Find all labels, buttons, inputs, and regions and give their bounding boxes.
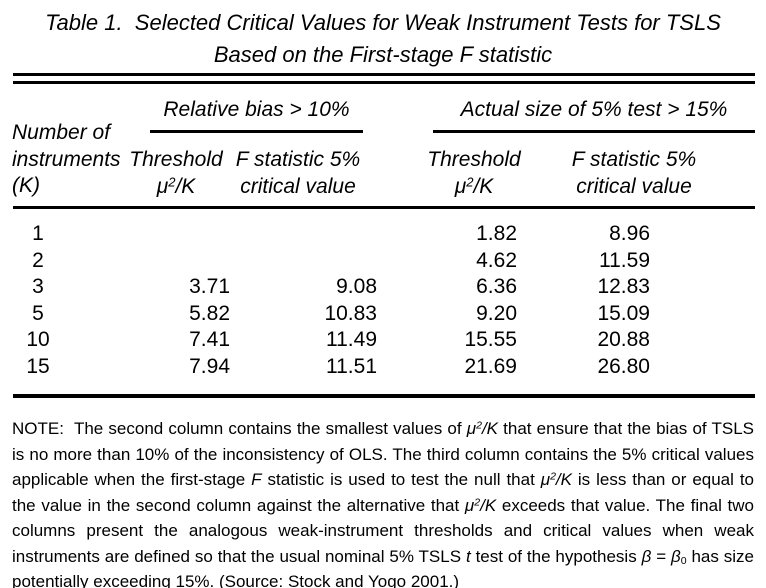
group-header-relative-bias: Relative bias > 10% (150, 97, 363, 133)
text-segment: 2 (476, 419, 482, 432)
cell-size-critical-value: 11.59 (599, 248, 650, 272)
text-segment: μ (464, 495, 475, 515)
table-body: 1 1.82 8.96 2 4.62 11.59 3 3.71 9.08 6.3… (0, 222, 766, 381)
text-segment: /K (481, 419, 498, 438)
text-segment: exceeds that value. The final two column… (12, 495, 754, 566)
cell-size-threshold: 15.55 (464, 328, 517, 351)
text-segment: μ (540, 470, 551, 489)
table-title-line1: Table 1. Selected Critical Values for We… (45, 10, 721, 35)
stub-header-number-of-instruments: Number of instruments (K) (12, 120, 142, 200)
cell-size-threshold: 4.62 (476, 248, 517, 272)
cell-bias-threshold: 7.94 (189, 354, 230, 378)
cell-k: 15 (26, 354, 50, 378)
text-segment: /K (480, 495, 497, 515)
cell-k: 2 (32, 248, 44, 272)
header-rule (13, 206, 755, 209)
text-segment: /K (555, 470, 572, 489)
text-segment: is less than or equal to the value in th… (12, 470, 755, 515)
text-segment: critical value (240, 174, 356, 198)
text-segment: F (251, 470, 262, 489)
text-segment: = (651, 546, 672, 566)
cell-bias-critical-value: 10.83 (324, 301, 377, 325)
bottom-rule (13, 394, 755, 398)
cell-size-threshold: 21.69 (464, 354, 517, 378)
group-header-actual-size: Actual size of 5% test > 15% (433, 97, 755, 133)
text-segment: β (671, 546, 681, 566)
text-segment: μ (156, 174, 169, 198)
text-segment: test of the hypothesis (470, 546, 642, 566)
text-segment: β (641, 546, 652, 566)
table-row: 2 4.62 11.59 (0, 249, 766, 276)
stub-header-line2: instruments (12, 147, 121, 171)
cell-size-critical-value: 20.88 (597, 328, 650, 351)
text-segment: that ensure that the bias of TSLS is no … (12, 419, 754, 489)
text-segment: statistic is used to test the null that (261, 470, 541, 489)
cell-size-critical-value: 26.80 (597, 354, 650, 378)
column-header-line1: F statistic 5% (235, 148, 361, 171)
cell-size-critical-value: 15.09 (597, 301, 650, 325)
cell-bias-threshold: 3.71 (189, 275, 230, 298)
text-segment: 0 (680, 554, 687, 567)
text-segment: μ (454, 174, 467, 198)
table-row: 10 7.41 11.49 15.55 20.88 (0, 328, 766, 355)
cell-bias-critical-value: 11.49 (326, 328, 377, 351)
cell-k: 10 (26, 328, 50, 351)
column-header-size-critical-value: F statistic 5% critical value (554, 147, 714, 200)
column-header-bias-threshold: Threshold μ2/K (106, 147, 246, 200)
column-header-line2: critical value (554, 174, 714, 201)
text-segment: critical value (576, 174, 692, 198)
stub-header-line3: (K) (12, 174, 40, 197)
cell-size-critical-value: 12.83 (597, 275, 650, 298)
column-header-bias-critical-value: F statistic 5% critical value (218, 147, 378, 200)
column-header-line2: μ2/K (106, 174, 246, 201)
text-segment: 2 (168, 174, 176, 189)
text-segment: t (465, 546, 471, 566)
table-row: 1 1.82 8.96 (0, 222, 766, 249)
table-title-line2: Based on the First-stage F statistic (213, 42, 553, 67)
column-header-line1: F statistic 5% (571, 148, 697, 171)
cell-bias-critical-value: 11.51 (326, 354, 377, 378)
stub-header-line1: Number of (12, 121, 111, 144)
text-segment: NOTE: The second column contains the sma… (12, 419, 467, 438)
column-header-line1: Threshold (129, 148, 223, 171)
cell-k: 3 (32, 275, 44, 298)
cell-bias-threshold: 7.41 (189, 328, 230, 351)
text-segment: /K (473, 174, 494, 198)
column-header-line2: μ2/K (404, 174, 544, 201)
cell-bias-critical-value: 9.08 (336, 275, 377, 298)
cell-size-critical-value: 8.96 (609, 222, 650, 245)
top-double-rule (13, 73, 755, 84)
text-segment: 2 (474, 496, 481, 509)
cell-k: 1 (32, 222, 44, 245)
cell-size-threshold: 6.36 (476, 275, 517, 298)
column-header-line1: Threshold (427, 148, 521, 171)
text-segment: μ (466, 419, 477, 438)
cell-bias-threshold: 5.82 (189, 301, 230, 325)
table-row: 5 5.82 10.83 9.20 15.09 (0, 302, 766, 329)
table-row: 3 3.71 9.08 6.36 12.83 (0, 275, 766, 302)
text-segment: has size potentially exceeding 15%. (Sou… (12, 546, 755, 588)
column-header-size-threshold: Threshold μ2/K (404, 147, 544, 200)
column-header-line2: critical value (218, 174, 378, 201)
table-row: 15 7.94 11.51 21.69 26.80 (0, 355, 766, 382)
cell-size-threshold: 9.20 (476, 301, 517, 325)
table-note: NOTE: The second column contains the sma… (12, 416, 754, 588)
cell-k: 5 (32, 301, 44, 325)
cell-size-threshold: 1.82 (476, 222, 517, 245)
table-title: Table 1. Selected Critical Values for We… (0, 7, 766, 71)
text-segment: 2 (550, 470, 556, 483)
text-segment: 2 (466, 174, 474, 189)
text-segment: /K (175, 174, 196, 198)
